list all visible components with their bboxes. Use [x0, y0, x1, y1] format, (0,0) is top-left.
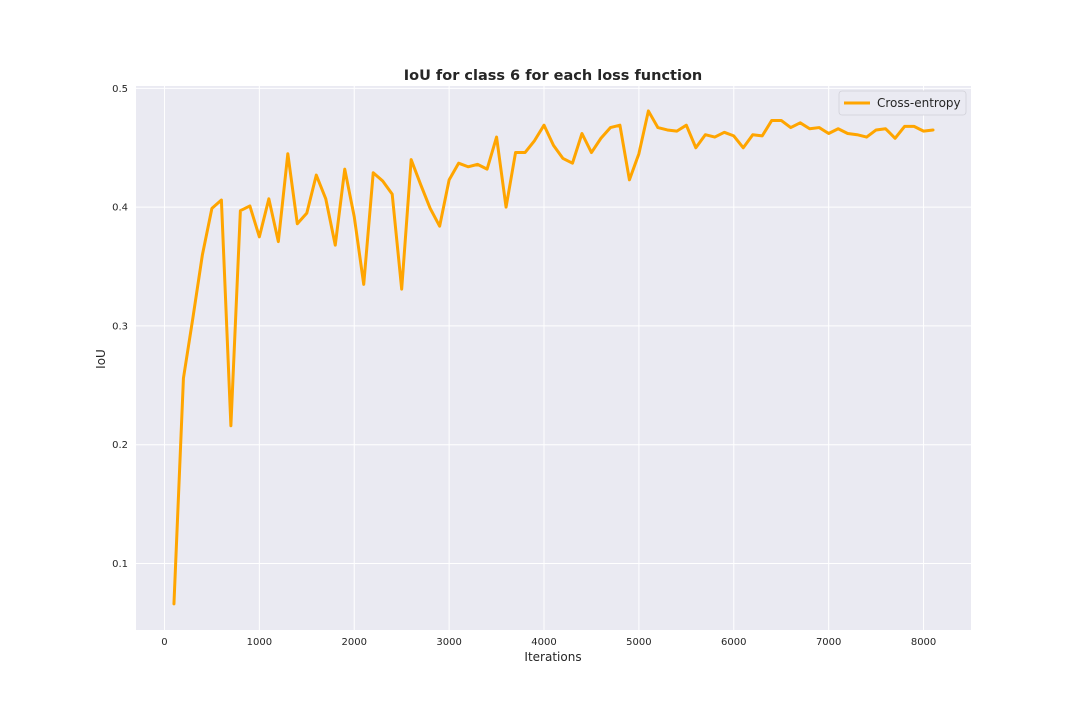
x-tick-label: 2000: [342, 637, 367, 648]
chart-title: IoU for class 6 for each loss function: [404, 68, 702, 84]
y-tick-label: 0.4: [112, 203, 128, 214]
legend-label-cross-entropy: Cross-entropy: [877, 96, 961, 110]
y-tick-label: 0.2: [112, 440, 128, 451]
x-tick-label: 6000: [721, 637, 746, 648]
series-line-cross-entropy: [172, 109, 935, 606]
plot-area: [136, 86, 971, 630]
y-tick-label: 0.5: [112, 84, 128, 95]
series-layer: [172, 109, 935, 606]
y-axis-label: IoU: [94, 349, 108, 369]
y-tick-label: 0.1: [112, 559, 128, 570]
x-tick-label: 7000: [816, 637, 841, 648]
x-tick-label: 5000: [626, 637, 651, 648]
x-tick-label: 3000: [436, 637, 461, 648]
x-tick-label: 0: [161, 637, 167, 648]
x-tick-label: 8000: [911, 637, 936, 648]
x-tick-label: 1000: [247, 637, 272, 648]
x-axis-label: Iterations: [524, 650, 581, 664]
grid-lines: [136, 86, 971, 630]
x-tick-label: 4000: [531, 637, 556, 648]
legend: Cross-entropy: [838, 90, 967, 116]
legend-box: [838, 90, 967, 116]
y-tick-label: 0.3: [112, 321, 128, 332]
x-axis-ticks: 0 1000 2000 3000 4000 5000 6000 7000 8000: [161, 637, 936, 648]
y-axis-ticks: 0.1 0.2 0.3 0.4 0.5: [112, 84, 128, 570]
